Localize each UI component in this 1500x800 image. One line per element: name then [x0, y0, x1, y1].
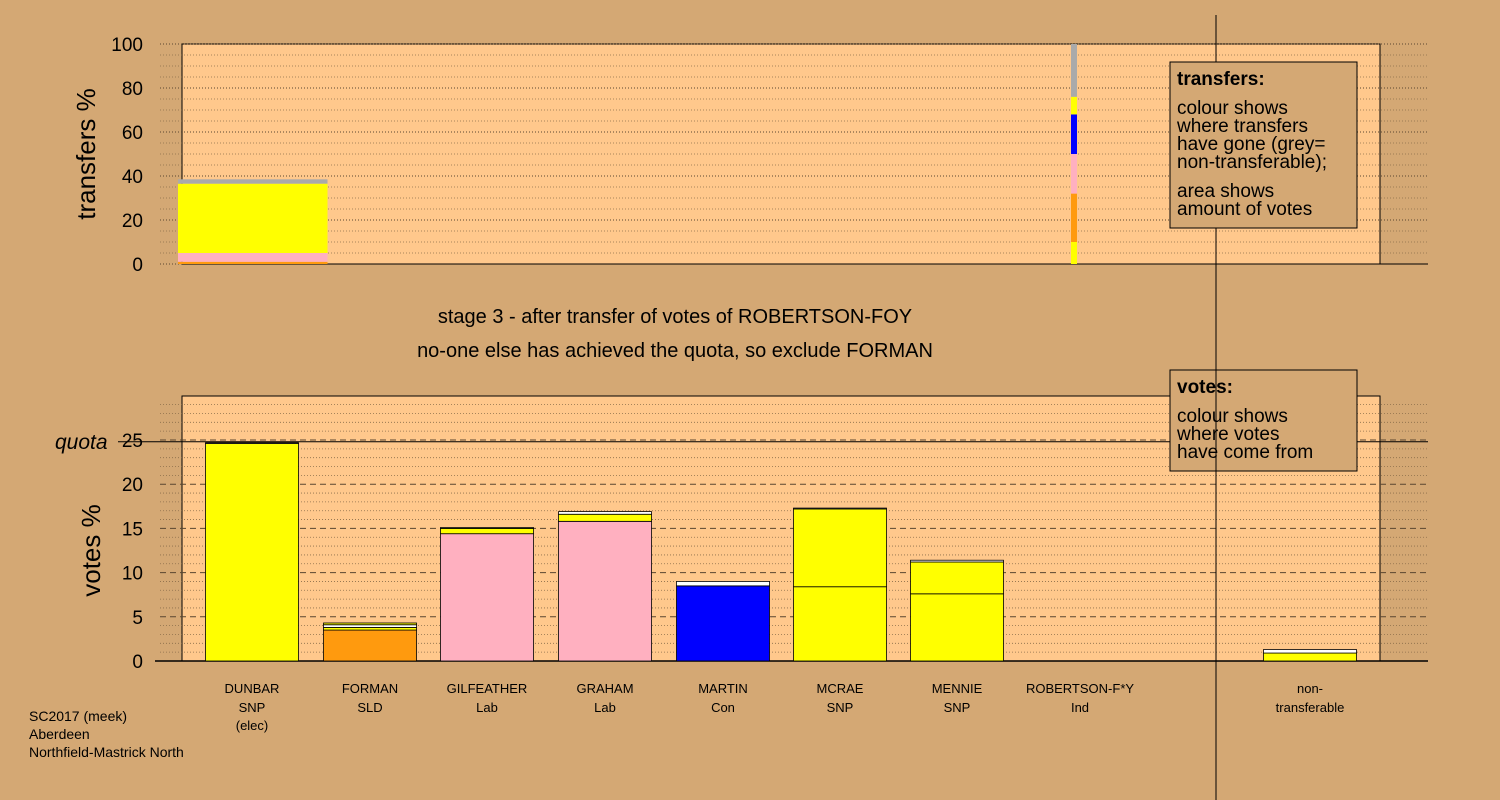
transfer-segment: [1071, 154, 1077, 194]
transfers-y-tick-label: 20: [122, 211, 143, 232]
candidate-name-label: MARTIN: [698, 681, 748, 696]
vote-bar-segment: [910, 561, 1004, 595]
candidate-party-label: Lab: [476, 700, 498, 715]
footer-line-2: Aberdeen: [29, 726, 90, 742]
votes-legend-line: colour shows: [1177, 406, 1288, 427]
vote-bar-segment: [205, 443, 299, 662]
vote-bar-segment: [910, 559, 1004, 563]
footer-line-1: SC2017 (meek): [29, 708, 127, 724]
vote-bar-segment: [676, 585, 770, 662]
votes-legend-title: votes:: [1177, 377, 1233, 398]
candidate-party-label: SNP: [239, 700, 266, 715]
vote-bar-segment: [558, 511, 652, 515]
votes-y-tick-label: 5: [132, 608, 143, 629]
quota-label: quota: [55, 431, 108, 454]
nontransferable-label: transferable: [1276, 700, 1345, 715]
votes-legend-line: have come from: [1177, 442, 1313, 463]
transfers-legend: transfers: colour shows where transfers …: [1169, 61, 1358, 229]
vote-bar-segment: [793, 508, 887, 588]
votes-legend-box: [1169, 369, 1358, 472]
transfers-y-tick-label: 40: [122, 167, 143, 188]
stage-line-1: stage 3 - after transfer of votes of ROB…: [438, 306, 912, 328]
votes-y-tick-label: 15: [122, 519, 143, 540]
candidate-party-label: SLD: [357, 700, 382, 715]
vote-bar-segment: [323, 622, 417, 626]
votes-legend-line: where votes: [1176, 424, 1279, 445]
stage-line-2: no-one else has achieved the quota, so e…: [417, 340, 933, 362]
candidate-party-label: SNP: [827, 700, 854, 715]
transfers-legend-line: area shows: [1177, 181, 1274, 202]
nontransferable-bar-segment: [1263, 649, 1357, 654]
candidate-party-label: Con: [711, 700, 735, 715]
transfers-y-tick-label: 80: [122, 79, 143, 100]
candidate-name-label: GRAHAM: [576, 681, 633, 696]
transfers-legend-line: colour shows: [1177, 98, 1288, 119]
candidate-name-label: ROBERTSON-F*Y: [1026, 681, 1134, 696]
vote-bar-segment: [793, 507, 887, 510]
transfers-y-axis-title: transfers %: [71, 88, 101, 220]
candidate-name-label: FORMAN: [342, 681, 398, 696]
transfer-segment: [1071, 44, 1077, 97]
vote-bar-segment: [323, 629, 417, 662]
transfer-segment: [1071, 193, 1077, 242]
candidate-name-label: MCRAE: [817, 681, 864, 696]
votes-y-tick-label: 20: [122, 475, 143, 496]
candidate-party-label: Ind: [1071, 700, 1089, 715]
transfers-legend-line: where transfers: [1176, 116, 1308, 137]
transfer-segment: [1071, 114, 1077, 154]
vote-bar-segment: [910, 593, 1004, 662]
vote-bar-segment: [440, 527, 534, 529]
transfer-segment: [178, 179, 328, 184]
transfer-segment: [1071, 96, 1077, 115]
transfers-legend-line: amount of votes: [1177, 199, 1312, 220]
transfers-y-tick-label: 100: [111, 35, 143, 56]
votes-y-axis-title: votes %: [76, 504, 106, 597]
candidate-note-label: (elec): [236, 718, 269, 733]
candidate-name-label: MENNIE: [932, 681, 983, 696]
transfers-y-tick-label: 0: [132, 255, 143, 276]
candidate-name-label: DUNBAR: [225, 681, 280, 696]
candidate-party-label: Lab: [594, 700, 616, 715]
vote-bar-segment: [205, 442, 299, 444]
transfer-segment: [178, 253, 328, 262]
nontransferable-label: non-: [1297, 681, 1323, 696]
transfers-legend-line: non-transferable);: [1177, 152, 1327, 173]
candidate-party-label: SNP: [944, 700, 971, 715]
transfer-segment: [1071, 242, 1077, 264]
transfers-legend-line: have gone (grey=: [1177, 134, 1325, 155]
transfer-segment: [178, 261, 328, 264]
footer-line-3: Northfield-Mastrick North: [29, 744, 184, 760]
transfers-y-tick-label: 60: [122, 123, 143, 144]
transfer-segment: [178, 183, 328, 253]
votes-y-tick-label: 10: [122, 564, 143, 585]
vote-bar-segment: [558, 520, 652, 662]
vote-bar-segment: [440, 533, 534, 662]
votes-y-tick-label: 0: [132, 652, 143, 673]
candidate-name-label: GILFEATHER: [447, 681, 528, 696]
vote-bar-segment: [676, 581, 770, 587]
transfers-legend-title: transfers:: [1177, 69, 1265, 90]
nontransferable-bar-segment: [1263, 652, 1357, 662]
vote-bar-segment: [440, 528, 534, 535]
vote-bar-segment: [558, 513, 652, 522]
vote-bar-segment: [793, 586, 887, 662]
